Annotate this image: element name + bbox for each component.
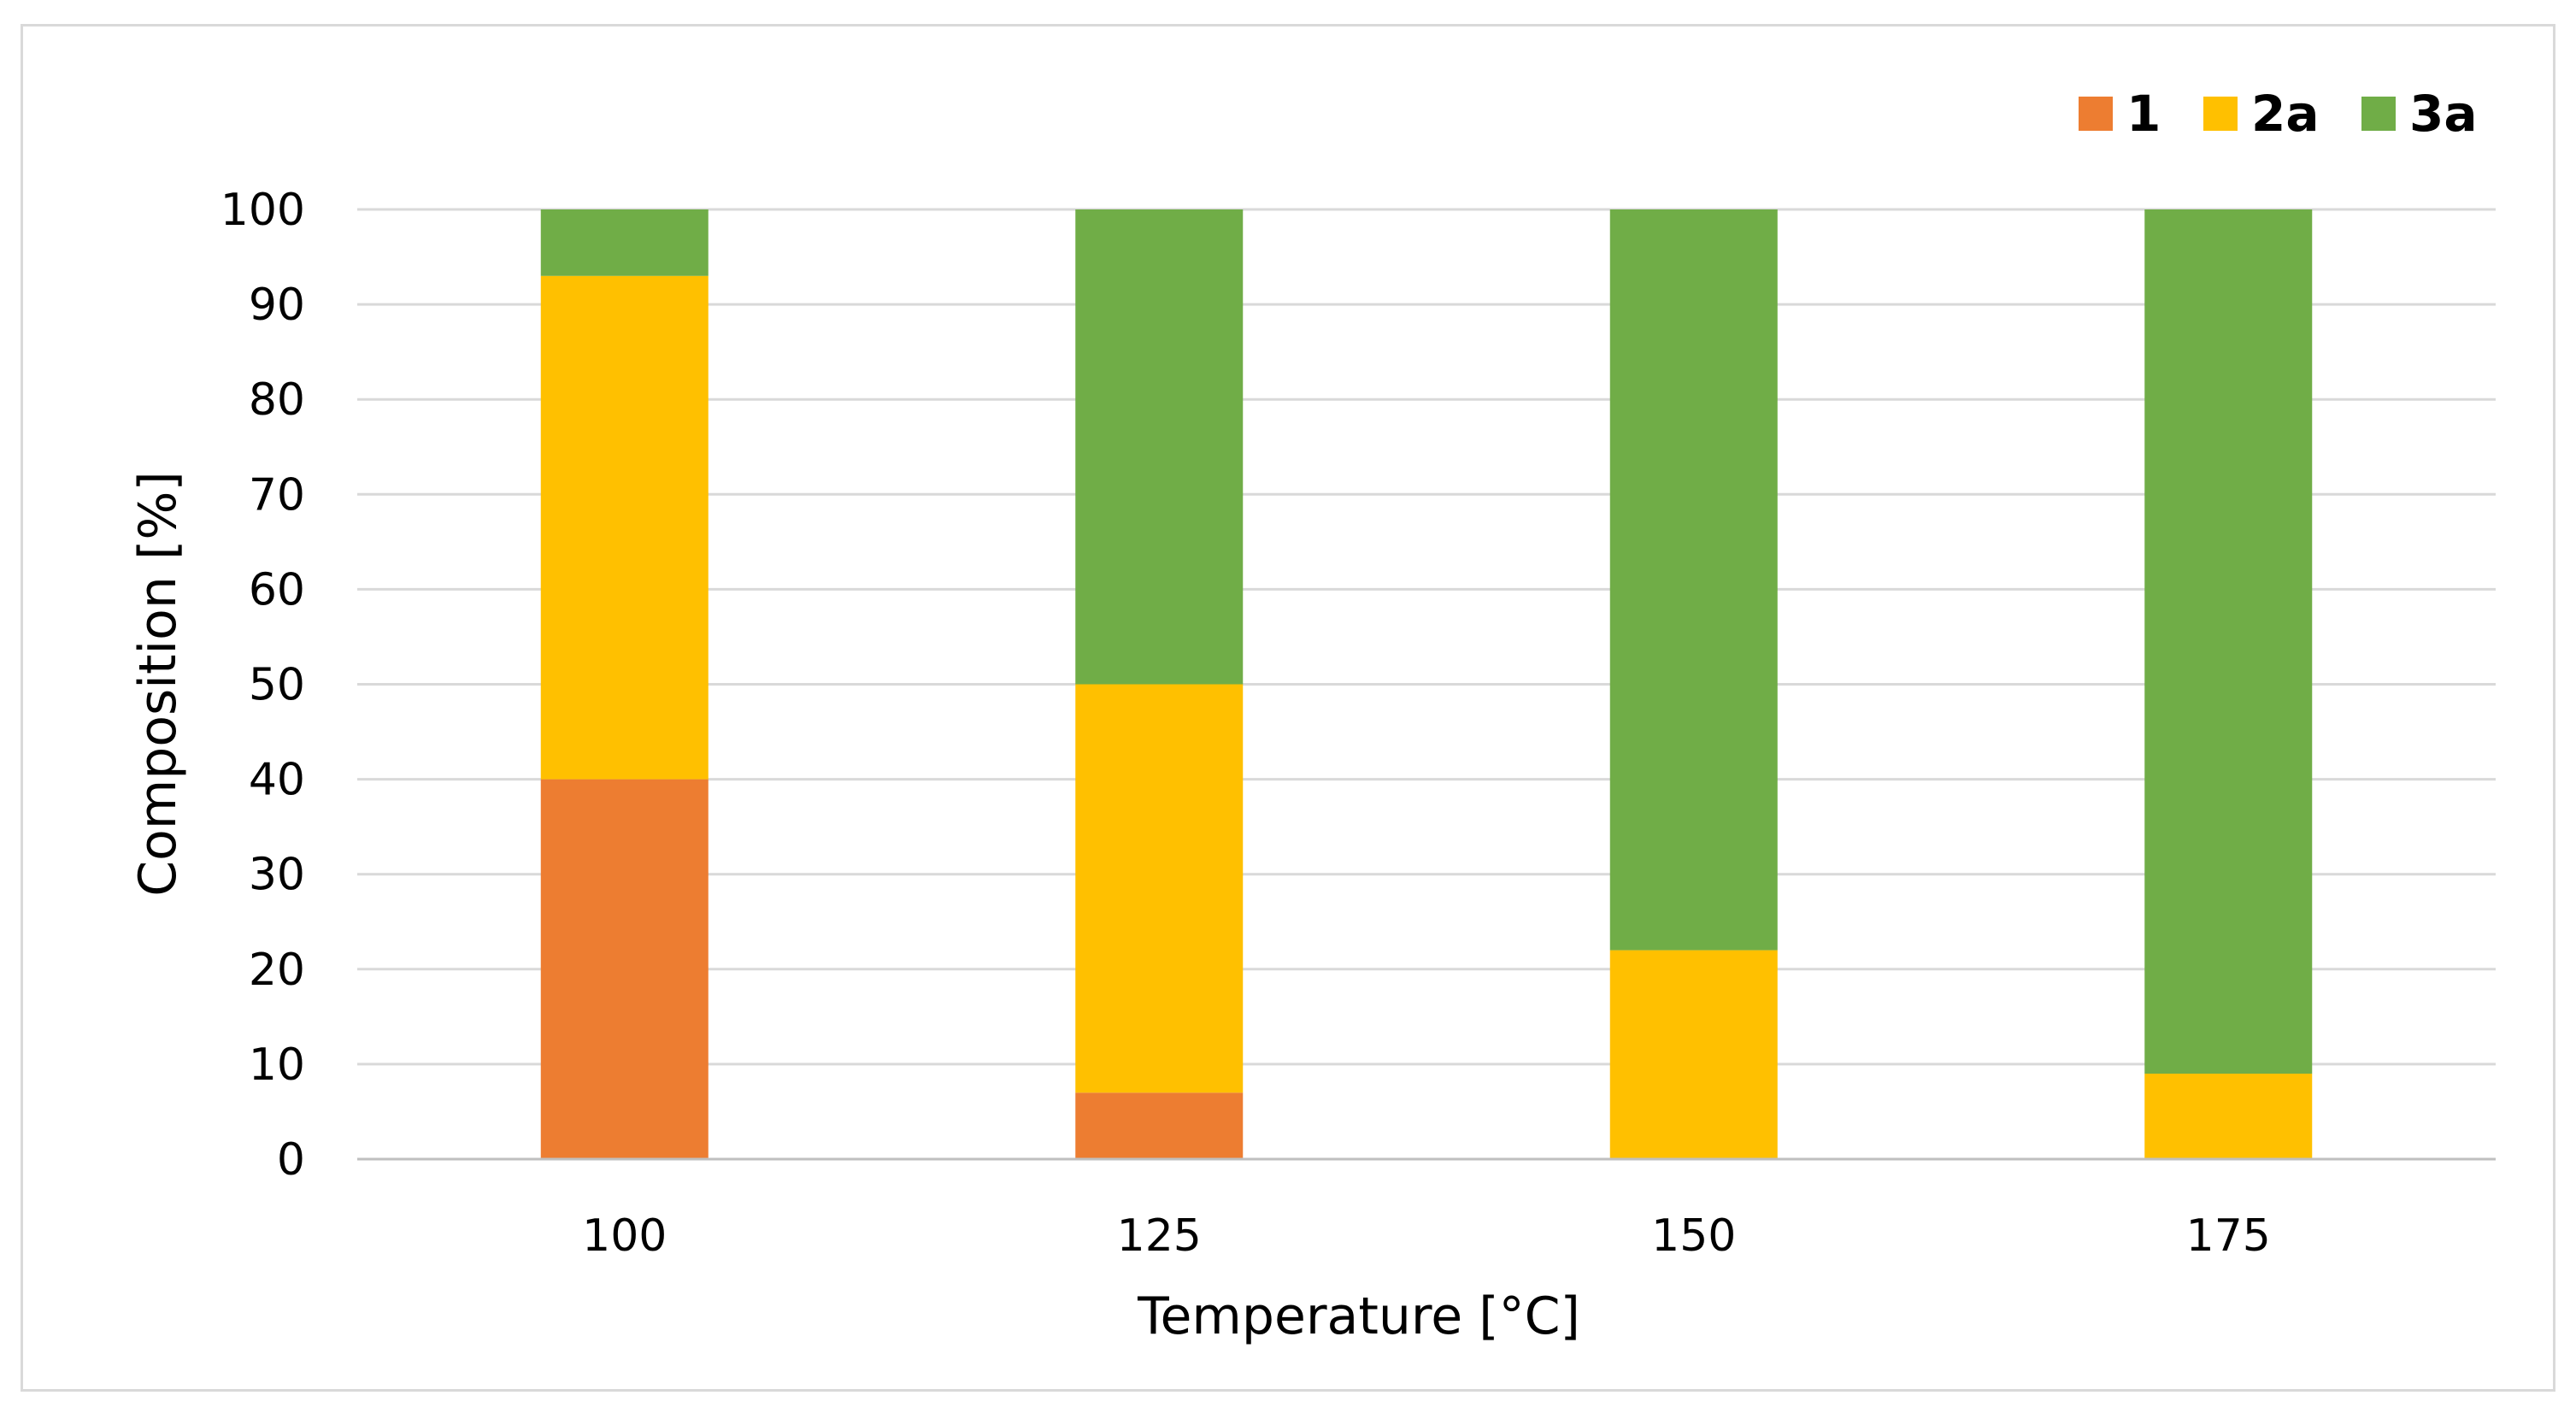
y-tick-label: 20: [249, 945, 305, 996]
y-tick-label: 100: [221, 185, 305, 236]
y-tick-label: 30: [249, 850, 305, 901]
bar-segment-3a-150: [1609, 209, 1778, 951]
x-axis-ticks: 100 125 150 175: [582, 1210, 2271, 1262]
x-tick-label: 150: [1651, 1210, 1736, 1262]
bar-segment-3a-125: [1075, 209, 1244, 685]
legend-label-3a: 3a: [2409, 85, 2478, 143]
legend-label-1: 1: [2126, 85, 2161, 143]
chart-frame: [21, 24, 2555, 1392]
y-tick-label: 90: [249, 280, 305, 331]
bar-segment-1-100: [540, 779, 709, 1159]
x-tick-label: 125: [1117, 1210, 1202, 1262]
x-tick-label: 175: [2186, 1210, 2271, 1262]
x-tick-label: 100: [582, 1210, 667, 1262]
legend-swatch-1: [2079, 97, 2113, 131]
legend-swatch-3a: [2361, 97, 2396, 131]
bar-segment-3a-175: [2144, 209, 2313, 1074]
bar-segment-2a-175: [2144, 1074, 2313, 1159]
bar-segment-3a-100: [540, 209, 709, 276]
x-axis-title: Temperature [°C]: [1137, 1286, 1580, 1346]
bar-segment-2a-150: [1609, 950, 1778, 1159]
bar-segment-2a-100: [540, 275, 709, 780]
bar-segment-1-125: [1075, 1092, 1244, 1159]
y-tick-label: 60: [249, 564, 305, 615]
y-tick-label: 10: [249, 1039, 305, 1091]
gridlines: [357, 208, 2496, 1066]
y-tick-label: 40: [249, 755, 305, 806]
y-tick-label: 80: [249, 374, 305, 426]
legend-swatch-2a: [2203, 97, 2238, 131]
legend-label-2a: 2a: [2251, 85, 2320, 143]
bars: [540, 209, 2313, 1159]
legend: 1 2a 3a: [2079, 85, 2478, 143]
y-axis-ticks: 0 10 20 30 40 50 60 70 80 90 100: [221, 185, 305, 1186]
y-tick-label: 0: [277, 1134, 305, 1186]
bar-segment-2a-125: [1075, 684, 1244, 1093]
y-tick-label: 50: [249, 660, 305, 711]
y-tick-label: 70: [249, 469, 305, 521]
y-axis-title: Composition [%]: [128, 471, 188, 897]
